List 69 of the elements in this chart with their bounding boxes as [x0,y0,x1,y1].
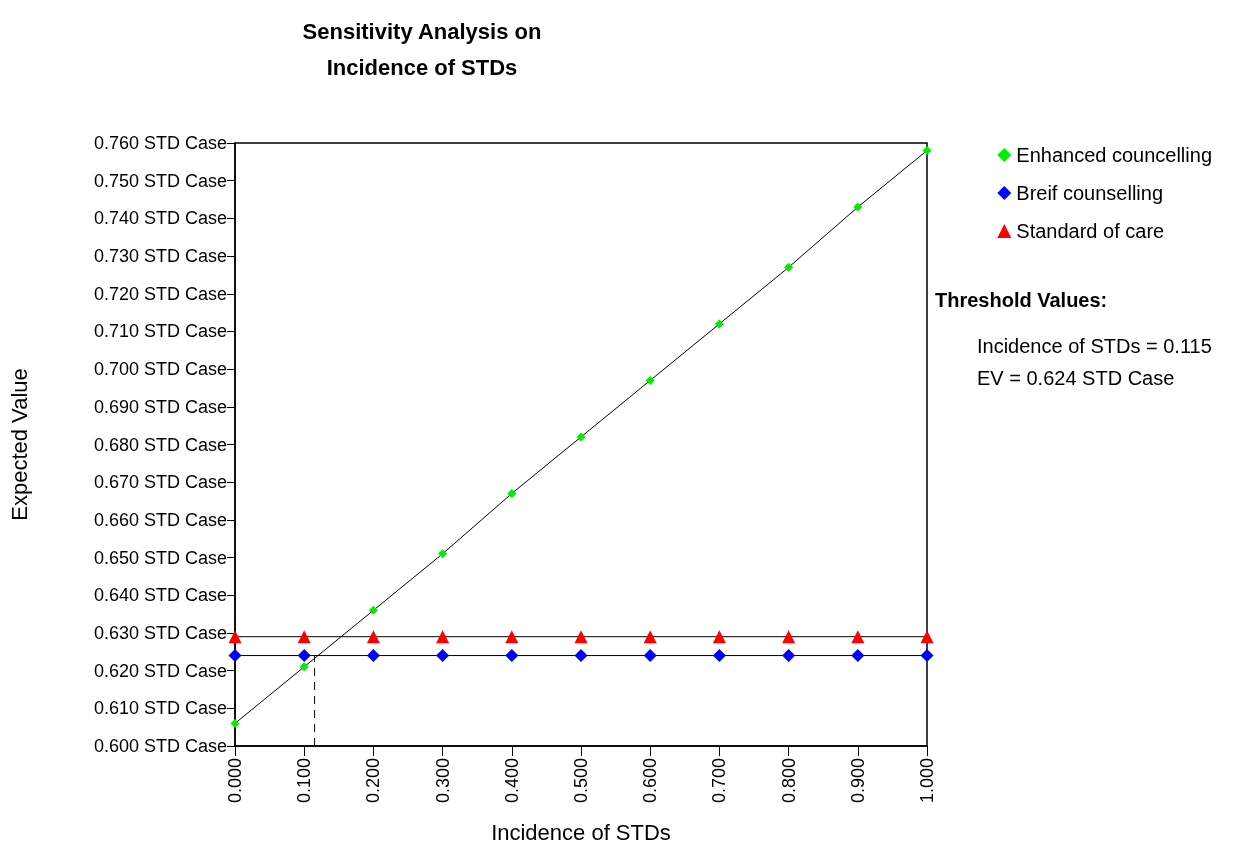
point [574,649,588,663]
point [297,649,311,663]
x-tick-label: 0.600 [640,758,661,804]
x-tick-label: 0.200 [363,758,384,804]
point [920,630,934,644]
point [576,432,586,442]
legend-label: Enhanced councelling [1016,144,1212,166]
text: Incidence of STDs = 0.115 EV = 0.624 STD Case [977,335,1212,389]
y-tick-label: 0.760 STD Case [93,133,227,153]
point [645,375,655,385]
x-tick-label: 0.500 [571,758,591,804]
point [712,649,726,663]
point [920,649,934,663]
point [782,649,796,663]
point [922,146,932,156]
point [782,630,796,644]
y-tick-label: 0.660 STD Case [93,509,227,530]
y-tick-label: 0.630 STD Case [93,622,227,643]
y-tick-label: 0.740 STD Case [93,208,227,229]
point [507,488,517,498]
y-tick-label: 0.710 STD Case [93,321,227,342]
x-axis-title: Incidence of STDs [491,819,671,845]
point [297,630,311,644]
y-tick-label: 0.600 STD Case [93,736,227,756]
point [436,649,450,663]
y-tick-label: 0.670 STD Case [93,472,227,493]
x-tick-label: 0.800 [778,758,799,804]
point [436,630,450,644]
point [574,630,588,644]
point [230,718,240,728]
point [228,630,242,644]
point [505,630,519,644]
text: Threshold Values: [935,289,1108,311]
y-tick-label: 0.720 STD Case [93,283,227,304]
point [851,630,865,644]
point [438,549,448,559]
y-tick-label: 0.640 STD Case [93,585,227,606]
point [366,630,380,644]
y-tick-label: 0.610 STD Case [93,698,227,719]
y-tick-label: 0.680 STD Case [93,434,227,455]
x-tick-label: 0.400 [501,758,522,804]
point [643,630,657,644]
point [712,630,726,644]
point [366,649,380,663]
x-tick-label: 0.000 [225,758,245,804]
x-tick-label: 0.700 [709,758,730,804]
y-tick-label: 0.650 STD Case [93,547,227,568]
chart-title: Sensitivity Analysis on Incidence of STDs [302,18,542,80]
point [368,605,378,615]
point [714,319,724,329]
legend-label: Standard of care [1016,220,1165,242]
y-tick-label: 0.730 STD Case [93,246,227,267]
y-tick-label: 0.620 STD Case [93,660,227,681]
x-tick-label: 0.300 [432,758,453,804]
point [299,662,309,672]
x-tick-label: 1.000 [917,758,937,804]
point [505,649,519,663]
y-tick-label: 0.750 STD Case [93,170,227,191]
x-tick-label: 0.900 [847,758,868,804]
point [851,649,865,663]
y-axis-title: Expected Value [6,368,32,521]
point [643,649,657,663]
point [228,649,242,663]
legend-label: Breif counselling [1016,182,1164,204]
y-tick-label: 0.690 STD Case [93,396,227,417]
y-tick-label: 0.700 STD Case [93,359,227,380]
point [784,262,794,272]
x-tick-label: 0.100 [294,758,315,804]
point [853,202,863,212]
